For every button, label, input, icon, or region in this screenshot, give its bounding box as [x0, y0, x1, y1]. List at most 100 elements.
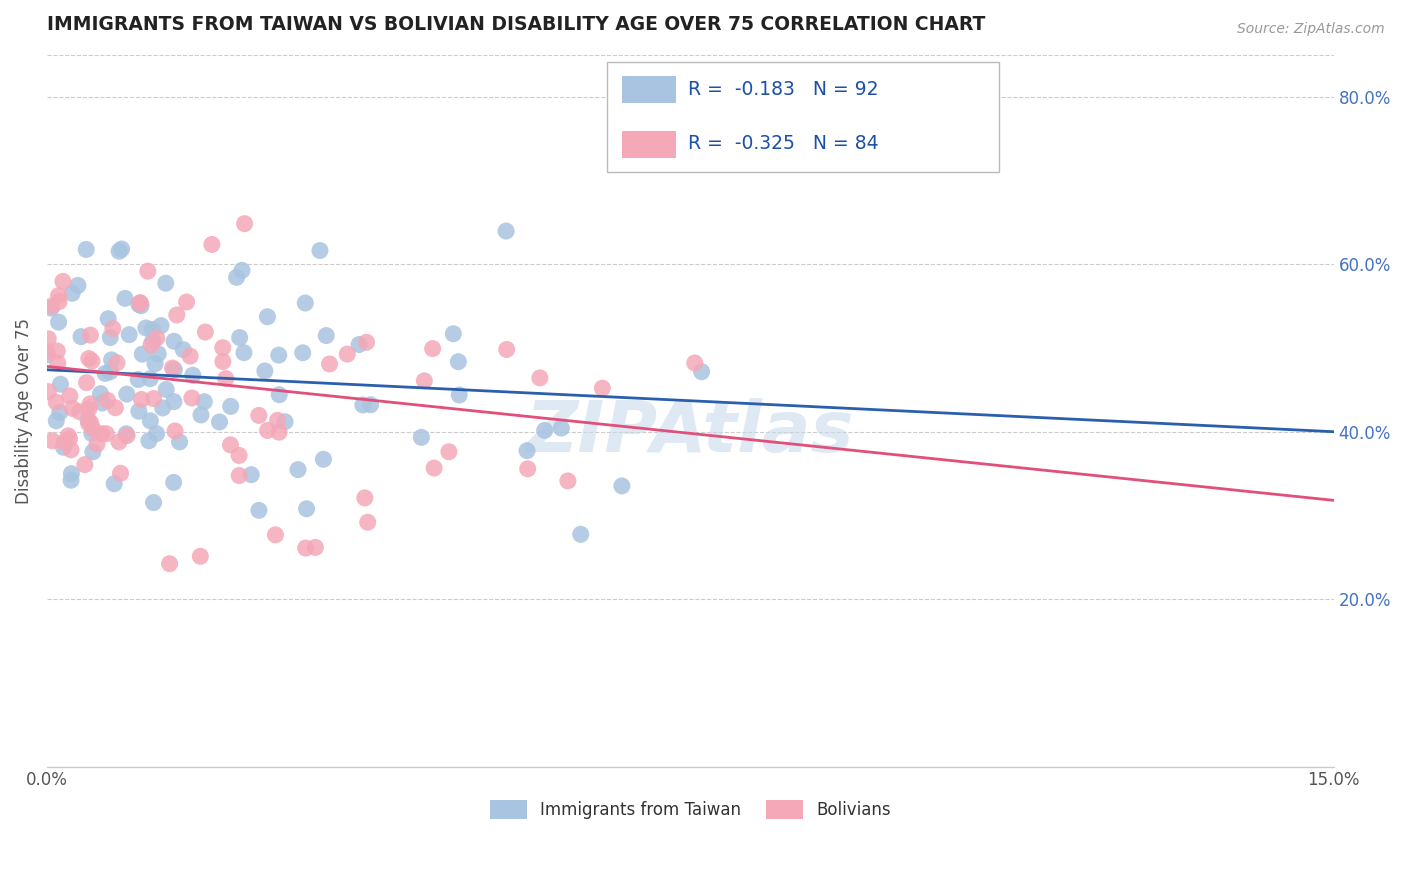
Point [231, 263, 253, 277]
Point [45, 395, 67, 409]
FancyBboxPatch shape [606, 62, 1000, 172]
Point [163, 334, 186, 349]
Point [294, 541, 316, 555]
Point [105, 356, 128, 370]
Point [86, 437, 108, 451]
Point [304, 541, 326, 555]
Point [269, 388, 291, 402]
Point [163, 424, 186, 438]
Point [79, 328, 101, 343]
Point [80, 416, 103, 430]
Point [181, 368, 204, 383]
Point [169, 434, 191, 449]
Point [101, 321, 124, 335]
Point [110, 242, 132, 256]
Point [356, 335, 378, 350]
Point [90, 426, 112, 441]
Point [219, 438, 242, 452]
Point [208, 415, 231, 429]
Point [96, 426, 118, 441]
Point [312, 452, 335, 467]
Point [163, 475, 186, 490]
Point [188, 549, 211, 564]
Point [143, 357, 166, 371]
Point [437, 444, 460, 458]
Point [75, 243, 97, 257]
Point [287, 462, 309, 476]
Point [60, 442, 83, 457]
Point [60, 286, 83, 301]
Point [233, 217, 256, 231]
Point [41, 299, 63, 313]
Point [441, 326, 464, 341]
Point [190, 408, 212, 422]
Point [253, 364, 276, 378]
Point [163, 394, 186, 409]
Point [98, 330, 121, 344]
Point [104, 401, 127, 415]
Point [163, 362, 186, 376]
Point [96, 393, 118, 408]
Bar [621, 77, 676, 103]
Point [360, 398, 382, 412]
Point [59, 473, 82, 487]
Point [73, 458, 96, 472]
Point [357, 515, 380, 529]
Point [447, 354, 470, 368]
Point [148, 347, 170, 361]
Point [155, 383, 177, 397]
Point [162, 361, 184, 376]
Point [136, 264, 159, 278]
Point [274, 415, 297, 429]
Point [256, 310, 278, 324]
Point [35, 344, 58, 359]
Point [128, 404, 150, 418]
Point [39, 301, 62, 315]
Point [77, 351, 100, 366]
Text: R =  -0.183   N = 92: R = -0.183 N = 92 [688, 79, 879, 99]
Point [48, 294, 70, 309]
Point [233, 345, 256, 359]
Point [166, 308, 188, 322]
Point [172, 343, 194, 357]
Point [59, 389, 82, 403]
Point [155, 276, 177, 290]
Point [413, 374, 436, 388]
Point [201, 237, 224, 252]
Point [131, 392, 153, 407]
Point [138, 434, 160, 448]
Point [98, 365, 121, 379]
Point [58, 432, 80, 446]
Point [53, 435, 76, 450]
Point [108, 244, 131, 259]
Point [228, 468, 250, 483]
Point [100, 352, 122, 367]
Point [91, 396, 114, 410]
Point [533, 423, 555, 437]
Point [79, 397, 101, 411]
Point [215, 371, 238, 385]
Point [128, 297, 150, 311]
Point [66, 278, 89, 293]
Point [52, 274, 75, 288]
Point [591, 381, 613, 395]
Point [264, 528, 287, 542]
Point [145, 426, 167, 441]
Text: IMMIGRANTS FROM TAIWAN VS BOLIVIAN DISABILITY AGE OVER 75 CORRELATION CHART: IMMIGRANTS FROM TAIWAN VS BOLIVIAN DISAB… [46, 15, 986, 34]
Point [142, 495, 165, 509]
Point [142, 392, 165, 406]
Point [225, 270, 247, 285]
Point [108, 434, 131, 449]
Point [77, 412, 100, 426]
Point [139, 372, 162, 386]
Point [37, 332, 59, 346]
Point [336, 347, 359, 361]
Point [70, 329, 93, 343]
Point [295, 501, 318, 516]
Point [127, 373, 149, 387]
Point [318, 357, 340, 371]
Point [516, 462, 538, 476]
Point [291, 345, 314, 359]
Point [495, 224, 517, 238]
Point [80, 426, 103, 441]
